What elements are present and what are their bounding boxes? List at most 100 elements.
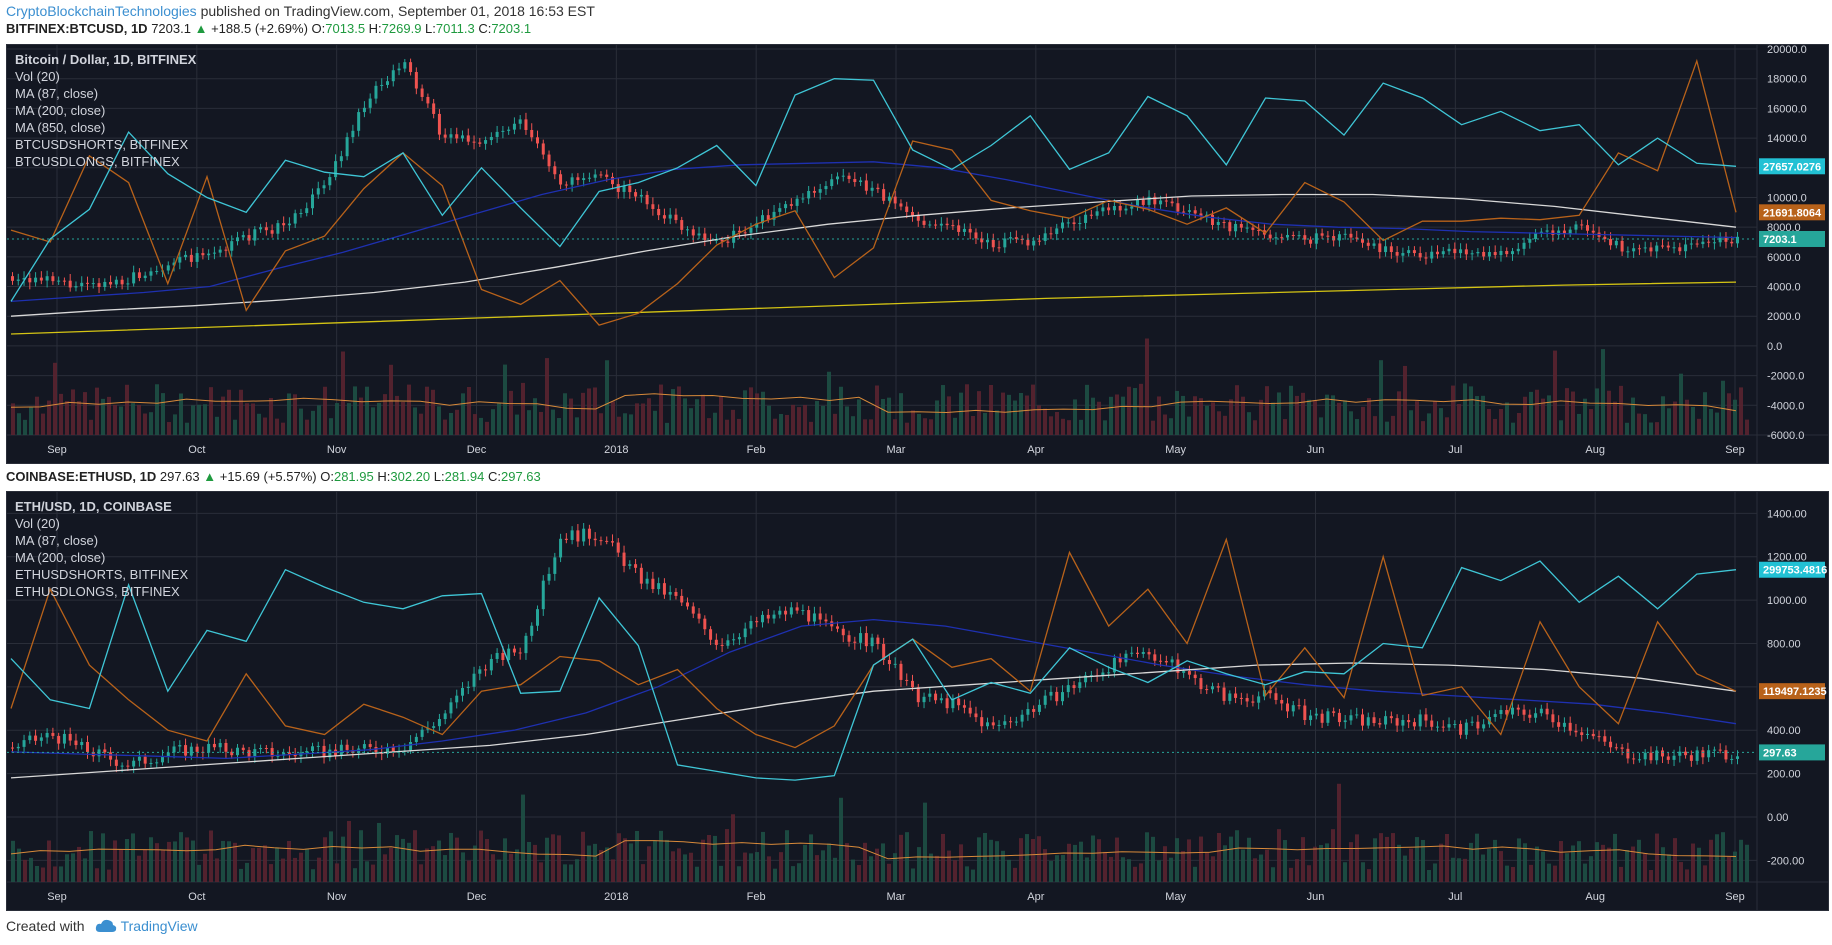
volume-bar: [371, 864, 375, 882]
eth-chart-svg[interactable]: 1400.001200.001000.00800.00600.00400.002…: [7, 492, 1828, 910]
volume-bar: [485, 421, 489, 435]
candle-body: [97, 749, 101, 757]
candle-body: [334, 749, 338, 756]
candle-body: [34, 735, 38, 741]
legend-item: MA (200, close): [15, 550, 106, 565]
candle-body: [1574, 730, 1578, 733]
candle-body: [1603, 236, 1607, 240]
legend-item: BTCUSDSHORTS, BITFINEX: [15, 137, 189, 152]
candle-body: [801, 198, 805, 200]
author-link[interactable]: CryptoBlockchainTechnologies: [6, 3, 197, 19]
candle-body: [74, 740, 78, 746]
volume-bar: [1115, 394, 1119, 435]
candle-body: [1493, 714, 1497, 717]
volume-bar: [1121, 396, 1125, 435]
candle-body: [518, 652, 522, 654]
candle-body: [137, 272, 141, 279]
volume-bar: [1205, 851, 1209, 882]
x-tick-label: Sep: [1725, 891, 1745, 903]
candle-body: [1361, 238, 1364, 243]
candle-body: [761, 614, 764, 623]
volume-bar: [1643, 414, 1647, 435]
candle-body: [1482, 724, 1486, 729]
legend-item: ETH/USD, 1D, COINBASE: [15, 499, 172, 514]
volume-bar: [17, 848, 21, 882]
candle-body: [368, 744, 372, 747]
candle-body: [859, 633, 863, 643]
candle-body: [939, 698, 943, 701]
volume-bar: [1703, 865, 1707, 882]
tradingview-brand[interactable]: TradingView: [95, 918, 198, 934]
candle-body: [1666, 245, 1670, 248]
candle-body: [1384, 246, 1388, 253]
volume-bar: [515, 849, 519, 882]
volume-bar: [431, 389, 435, 435]
volume-bar: [1583, 398, 1587, 435]
legend-item: ETHUSDSHORTS, BITFINEX: [15, 567, 189, 582]
candle-body: [1707, 750, 1711, 758]
volume-bar: [557, 418, 561, 435]
btc-chart-panel[interactable]: 20000.018000.016000.014000.012000.010000…: [6, 44, 1829, 464]
volume-bar: [1163, 414, 1167, 435]
candle-body: [362, 107, 366, 113]
candle-body: [1424, 257, 1428, 259]
volume-bar: [833, 413, 837, 435]
candle-body: [143, 275, 147, 279]
eth-ticker-line: COINBASE:ETHUSD, 1D 297.63 ▲ +15.69 (+5.…: [6, 469, 541, 484]
eth-chart-panel[interactable]: 1400.001200.001000.00800.00600.00400.002…: [6, 491, 1829, 911]
volume-bar: [881, 398, 885, 435]
x-tick-label: May: [1165, 444, 1186, 456]
candle-body: [645, 578, 649, 584]
candle-body: [1389, 716, 1393, 719]
candle-body: [582, 178, 586, 181]
volume-bar: [653, 410, 657, 435]
candle-body: [599, 174, 603, 176]
volume-bar: [185, 422, 189, 435]
volume-bar: [1721, 832, 1725, 882]
candle-body: [1684, 751, 1688, 756]
candle-body: [155, 271, 159, 273]
volume-bar: [695, 399, 699, 435]
candle-body: [957, 698, 961, 706]
volume-bar: [917, 847, 921, 882]
candle-body: [824, 186, 828, 190]
candle-body: [616, 184, 620, 192]
candle-body: [1476, 721, 1480, 729]
volume-bar: [1157, 860, 1161, 882]
volume-bar: [1001, 850, 1005, 882]
volume-bar: [353, 386, 357, 435]
volume-bar: [1427, 869, 1431, 882]
candle-body: [1193, 674, 1197, 679]
btc-chart-svg[interactable]: 20000.018000.016000.014000.012000.010000…: [7, 45, 1828, 463]
volume-bar: [1499, 408, 1503, 435]
candle-body: [668, 591, 672, 595]
candle-body: [472, 673, 476, 687]
volume-bar: [1589, 856, 1593, 882]
candle-body: [1222, 687, 1226, 701]
volume-bar: [521, 794, 525, 882]
volume-bar: [1607, 847, 1611, 882]
candle-body: [916, 687, 920, 703]
x-tick-label: Feb: [747, 891, 766, 903]
volume-bar: [689, 408, 693, 435]
volume-bar: [587, 845, 591, 882]
candle-body: [161, 756, 164, 763]
volume-bar: [89, 831, 93, 882]
candle-body: [437, 113, 441, 135]
candle-body: [39, 737, 43, 741]
candle-body: [743, 628, 747, 638]
candle-body: [1412, 722, 1416, 727]
volume-bar: [479, 830, 483, 882]
candle-body: [1297, 235, 1301, 237]
candle-body: [582, 528, 586, 542]
ma-line: [10, 193, 1737, 317]
volume-bar: [1199, 398, 1203, 435]
volume-bar: [1667, 854, 1671, 882]
candle-body: [1447, 248, 1451, 252]
candle-body: [287, 752, 291, 755]
candle-body: [772, 211, 776, 220]
candle-body: [45, 732, 49, 738]
volume-bar: [473, 414, 477, 435]
candle-body: [437, 719, 441, 727]
volume-bar: [1589, 409, 1593, 435]
